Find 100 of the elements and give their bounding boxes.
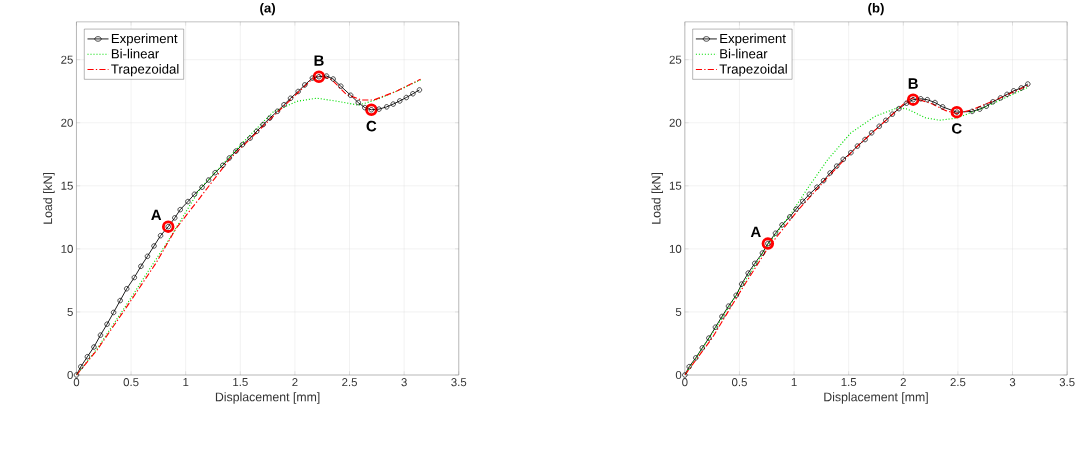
- y-tick-label: 10: [669, 244, 682, 253]
- legend-label: Trapezoidal: [111, 63, 179, 77]
- x-tick-label: 2.5: [950, 377, 966, 387]
- point: [752, 260, 758, 266]
- annotation: A: [750, 226, 761, 237]
- point: [239, 141, 246, 148]
- point: [309, 75, 316, 81]
- x-tick-label: 1: [791, 377, 797, 386]
- point: [172, 215, 178, 221]
- x-tick-label: 2: [900, 377, 906, 386]
- point: [267, 115, 273, 121]
- point: [906, 93, 920, 106]
- chart-title: (a): [260, 2, 276, 16]
- y-tick-label: 25: [669, 55, 682, 64]
- x-tick-label: 2: [292, 377, 298, 386]
- chart-title: (b): [868, 2, 884, 16]
- point: [384, 104, 390, 110]
- y-tick-label: 5: [67, 307, 73, 316]
- point: [226, 155, 233, 161]
- x-tick-label: 1.5: [841, 377, 857, 386]
- point: [950, 105, 964, 119]
- point: [693, 355, 699, 361]
- point: [397, 98, 403, 104]
- x-tick-label: 3.5: [1059, 377, 1075, 387]
- x-axis-title: Displacement [mm]: [824, 392, 928, 404]
- y-tick-label: 0: [675, 370, 682, 379]
- point: [745, 270, 751, 276]
- point: [806, 191, 812, 197]
- y-tick-label: 25: [61, 55, 73, 64]
- point: [759, 250, 766, 256]
- point: [84, 353, 91, 360]
- point: [827, 170, 833, 176]
- point: [287, 95, 294, 101]
- y-tick-label: 0: [67, 370, 73, 379]
- point: [281, 101, 287, 108]
- point: [376, 106, 382, 112]
- point: [1010, 88, 1017, 94]
- point: [932, 99, 938, 106]
- annotation: B: [314, 55, 324, 66]
- annotation: A: [151, 209, 162, 220]
- point: [840, 156, 846, 162]
- point: [177, 206, 183, 213]
- x-tick-label: 1.5: [233, 377, 248, 386]
- point: [274, 108, 281, 114]
- point: [712, 324, 719, 330]
- y-tick-label: 20: [61, 118, 73, 127]
- point: [997, 95, 1004, 101]
- point: [686, 363, 692, 370]
- point: [199, 184, 205, 190]
- point: [390, 101, 396, 107]
- x-tick-label: 3: [401, 377, 407, 387]
- point: [862, 136, 868, 143]
- point: [896, 105, 902, 112]
- point: [876, 123, 882, 129]
- y-tick-label: 5: [675, 307, 682, 316]
- point: [144, 253, 151, 259]
- point: [410, 90, 416, 97]
- annotation: C: [366, 120, 377, 132]
- point: [868, 130, 875, 136]
- point: [78, 363, 84, 370]
- point: [939, 104, 946, 110]
- point: [220, 162, 226, 168]
- point: [983, 103, 989, 109]
- legend-label: Experiment: [720, 33, 786, 46]
- point: [403, 94, 409, 101]
- point: [800, 198, 806, 204]
- point: [330, 76, 336, 82]
- point: [233, 148, 239, 154]
- point: [347, 92, 354, 98]
- point: [889, 111, 896, 117]
- y-tick-label: 10: [61, 244, 73, 253]
- point: [761, 237, 775, 250]
- point: [151, 243, 157, 249]
- point: [969, 108, 975, 114]
- point: [161, 220, 175, 233]
- point: [883, 117, 889, 123]
- point: [97, 332, 104, 338]
- point: [110, 309, 117, 315]
- point: [820, 177, 827, 184]
- point: [157, 232, 164, 239]
- point: [323, 73, 330, 79]
- point: [1004, 91, 1010, 97]
- point: [338, 83, 344, 89]
- point: [302, 82, 308, 88]
- point: [739, 281, 745, 287]
- x-tick-label: 1: [183, 377, 189, 386]
- point: [990, 99, 996, 105]
- point: [260, 121, 266, 128]
- point: [779, 222, 785, 228]
- x-tick-label: 3: [1009, 377, 1016, 387]
- y-tick-label: 15: [61, 181, 73, 190]
- point: [185, 198, 191, 205]
- point: [295, 88, 301, 94]
- y-axis-title: Load [kN]: [43, 172, 55, 224]
- point: [848, 149, 854, 156]
- point: [924, 96, 930, 103]
- point: [131, 274, 137, 281]
- point: [814, 184, 820, 190]
- point: [205, 177, 212, 183]
- point: [355, 99, 361, 106]
